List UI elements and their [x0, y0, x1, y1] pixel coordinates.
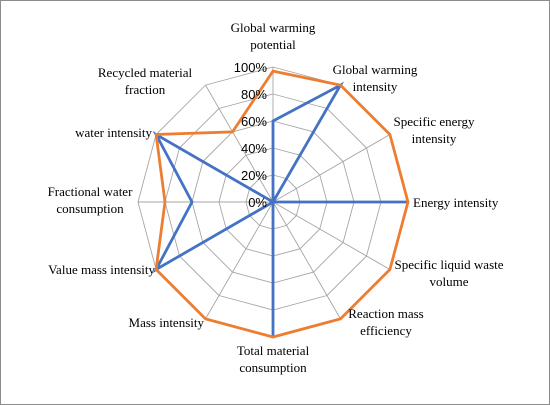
series-line-2	[154, 69, 410, 339]
category-label: Value mass intensity	[48, 262, 155, 277]
category-label: Global warming intensity	[333, 62, 418, 94]
grid-spoke	[205, 201, 274, 320]
category-labels: Global warming potential Global warming int…	[48, 20, 504, 375]
category-label: Energy intensity	[413, 195, 499, 210]
category-label: water intensity	[75, 125, 152, 140]
category-label: Mass intensity	[129, 315, 205, 330]
series-line-1	[152, 81, 408, 337]
category-label: Recycled material fraction	[98, 65, 193, 97]
tick-label: 40%	[241, 141, 267, 156]
series-layer	[152, 69, 410, 339]
tick-labels: 0% 20% 40% 60% 80% 100%	[234, 60, 268, 210]
category-label: Fractional water consumption	[48, 184, 133, 216]
tick-label: 100%	[234, 60, 268, 75]
grid-spoke	[205, 84, 274, 203]
category-label: Specific liquid waste volume	[394, 257, 503, 289]
tick-label: 20%	[241, 168, 267, 183]
category-label: Total material consumption	[237, 343, 310, 375]
category-label: Specific energy intensity	[394, 114, 475, 146]
category-label: Global warming potential	[231, 20, 316, 52]
grid-spoke	[272, 201, 341, 320]
tick-label: 60%	[241, 114, 267, 129]
grid-spoke	[272, 134, 391, 203]
grid-spoke	[272, 201, 391, 270]
category-label: Reaction mass efficiency	[348, 306, 423, 338]
tick-label: 0%	[248, 195, 267, 210]
tick-label: 80%	[241, 87, 267, 102]
